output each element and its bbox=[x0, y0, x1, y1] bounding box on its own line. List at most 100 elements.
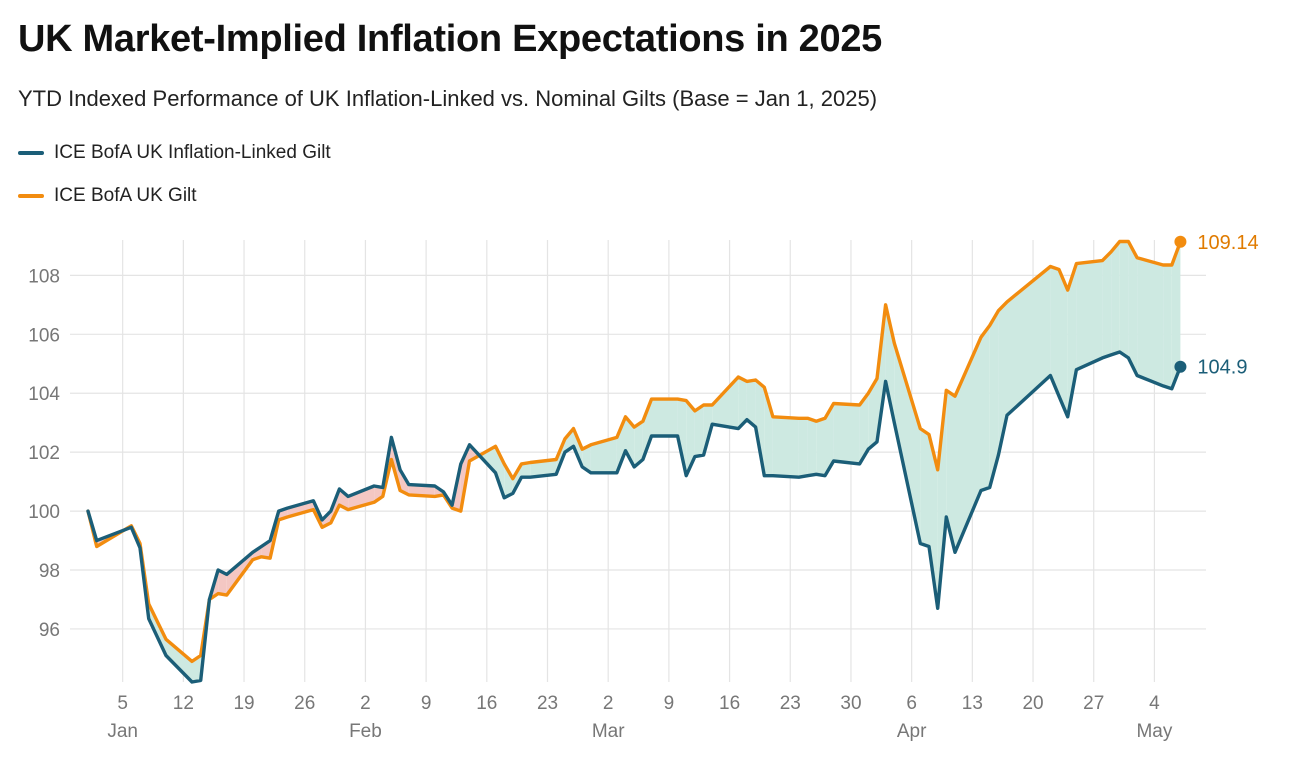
spread-area bbox=[877, 304, 886, 442]
spread-area bbox=[894, 343, 921, 544]
spread-area bbox=[677, 399, 687, 476]
y-tick-label: 98 bbox=[39, 561, 60, 582]
spread-area bbox=[374, 486, 383, 503]
x-tick-label: 2 bbox=[603, 693, 614, 714]
x-tick-label: 27 bbox=[1083, 693, 1104, 714]
spread-area bbox=[816, 418, 825, 476]
x-month-label: Apr bbox=[897, 721, 927, 742]
spread-area bbox=[825, 403, 834, 476]
x-tick-label: 16 bbox=[476, 693, 497, 714]
end-label-linker: 104.9 bbox=[1197, 357, 1247, 379]
spread-area bbox=[495, 446, 505, 498]
spread-area bbox=[798, 418, 808, 478]
spread-area bbox=[937, 390, 947, 609]
spread-area bbox=[1076, 260, 1103, 370]
x-month-label: Mar bbox=[592, 721, 625, 742]
spread-area bbox=[764, 387, 773, 476]
spread-area bbox=[920, 428, 929, 547]
spread-area bbox=[642, 399, 652, 460]
y-tick-label: 96 bbox=[39, 620, 60, 641]
spread-area bbox=[166, 639, 192, 682]
spread-area bbox=[1163, 265, 1172, 389]
y-tick-label: 100 bbox=[28, 502, 60, 523]
chart-subtitle: YTD Indexed Performance of UK Inflation-… bbox=[18, 86, 878, 111]
x-tick-label: 23 bbox=[537, 693, 558, 714]
end-label-gilt: 109.14 bbox=[1197, 232, 1258, 254]
x-tick-label: 6 bbox=[906, 693, 917, 714]
spread-area bbox=[929, 434, 938, 609]
spread-area bbox=[651, 399, 678, 436]
spread-area bbox=[712, 377, 739, 429]
y-tick-label: 102 bbox=[28, 443, 60, 464]
spread-area bbox=[590, 437, 617, 473]
spread-area bbox=[1119, 241, 1129, 358]
x-tick-label: 4 bbox=[1149, 693, 1160, 714]
y-tick-label: 108 bbox=[28, 266, 60, 287]
x-tick-label: 2 bbox=[360, 693, 371, 714]
x-tick-label: 26 bbox=[294, 693, 315, 714]
x-tick-label: 13 bbox=[962, 693, 983, 714]
spread-area bbox=[859, 393, 869, 464]
spread-area bbox=[746, 380, 756, 428]
spread-area bbox=[694, 405, 704, 457]
x-tick-label: 20 bbox=[1022, 693, 1043, 714]
end-point-gilt bbox=[1174, 235, 1187, 248]
spread-area bbox=[261, 540, 271, 559]
legend-label-gilt: ICE BofA UK Gilt bbox=[54, 185, 197, 206]
spread-area bbox=[1171, 241, 1181, 389]
spread-area bbox=[287, 500, 314, 517]
spread-area bbox=[582, 444, 591, 473]
spread-area bbox=[998, 301, 1007, 456]
spread-area bbox=[1007, 266, 1051, 416]
spread-area bbox=[807, 418, 817, 476]
end-point-linker bbox=[1174, 360, 1187, 373]
spread-area bbox=[1128, 241, 1138, 376]
series-line-linker bbox=[86, 350, 1183, 684]
spread-area bbox=[521, 462, 531, 478]
legend-swatch-gilt bbox=[18, 194, 44, 198]
spread-area bbox=[738, 377, 747, 429]
spread-area bbox=[772, 416, 799, 478]
x-month-label: May bbox=[1136, 721, 1172, 742]
spread-area bbox=[755, 380, 765, 476]
y-tick-label: 106 bbox=[28, 325, 60, 346]
x-tick-label: 9 bbox=[421, 693, 432, 714]
spread-area bbox=[1111, 241, 1120, 355]
spread-area bbox=[955, 337, 981, 553]
spread-area bbox=[833, 403, 860, 464]
spread-area bbox=[573, 428, 583, 467]
x-tick-label: 19 bbox=[233, 693, 254, 714]
spread-area bbox=[634, 421, 643, 467]
x-tick-label: 30 bbox=[840, 693, 861, 714]
spread-area bbox=[616, 416, 626, 473]
y-tick-label: 104 bbox=[28, 384, 60, 405]
spread-area bbox=[981, 325, 990, 491]
spread-area bbox=[218, 570, 227, 596]
chart-title: UK Market-Implied Inflation Expectations… bbox=[18, 18, 883, 60]
legend-label-linker: ICE BofA UK Inflation-Linked Gilt bbox=[54, 142, 331, 163]
x-tick-label: 23 bbox=[780, 693, 801, 714]
legend-item-gilt: ICE BofA UK Gilt bbox=[18, 183, 197, 209]
spread-area bbox=[686, 400, 695, 476]
legend-item-linker: ICE BofA UK Inflation-Linked Gilt bbox=[18, 140, 331, 166]
spread-area bbox=[868, 378, 877, 450]
x-month-label: Feb bbox=[349, 721, 382, 742]
spread-area bbox=[946, 390, 955, 553]
spread-area bbox=[530, 459, 557, 478]
spread-area bbox=[1059, 269, 1068, 417]
spread-area bbox=[408, 484, 435, 497]
spread-area bbox=[1102, 251, 1112, 358]
x-month-label: Jan bbox=[107, 721, 138, 742]
spread-area bbox=[504, 463, 513, 498]
spread-area bbox=[1137, 257, 1164, 386]
x-tick-label: 9 bbox=[664, 693, 675, 714]
spread-area bbox=[989, 310, 999, 488]
x-tick-label: 16 bbox=[719, 693, 740, 714]
spread-area bbox=[1050, 266, 1059, 397]
x-tick-label: 5 bbox=[117, 693, 128, 714]
series-line-gilt bbox=[86, 239, 1183, 664]
legend-swatch-linker bbox=[18, 151, 44, 155]
x-tick-label: 12 bbox=[173, 693, 194, 714]
spread-area bbox=[192, 655, 201, 682]
